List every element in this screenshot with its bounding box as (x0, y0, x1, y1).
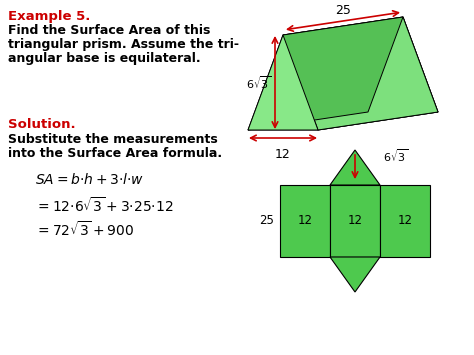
Text: $SA = b{\cdot}h + 3{\cdot}l{\cdot}w$: $SA = b{\cdot}h + 3{\cdot}l{\cdot}w$ (35, 172, 144, 187)
Polygon shape (248, 17, 403, 130)
Bar (330, 185, 380, 257)
Text: 25: 25 (335, 4, 351, 17)
Text: Example 5.: Example 5. (8, 10, 91, 23)
Polygon shape (248, 35, 318, 130)
Bar (280, 185, 330, 257)
Bar (380, 185, 430, 257)
Text: Solution.: Solution. (8, 118, 76, 131)
Text: 12: 12 (298, 214, 312, 228)
Text: Substitute the measurements: Substitute the measurements (8, 133, 218, 146)
Text: angular base is equilateral.: angular base is equilateral. (8, 52, 201, 65)
Text: 25: 25 (259, 214, 274, 228)
Text: 12: 12 (347, 214, 363, 228)
Text: $6\sqrt{3}$: $6\sqrt{3}$ (383, 147, 408, 164)
Polygon shape (283, 17, 438, 130)
Text: 12: 12 (275, 148, 291, 161)
Polygon shape (368, 17, 438, 112)
Text: triangular prism. Assume the tri-: triangular prism. Assume the tri- (8, 38, 239, 51)
Polygon shape (330, 257, 380, 292)
Text: $= 12{\cdot}6\sqrt{3} + 3{\cdot}25{\cdot}12$: $= 12{\cdot}6\sqrt{3} + 3{\cdot}25{\cdot… (35, 196, 173, 215)
Text: into the Surface Area formula.: into the Surface Area formula. (8, 147, 222, 160)
Text: Find the Surface Area of this: Find the Surface Area of this (8, 24, 210, 37)
Text: $= 72\sqrt{3} + 900$: $= 72\sqrt{3} + 900$ (35, 220, 134, 239)
Polygon shape (248, 112, 438, 130)
Text: 12: 12 (398, 214, 412, 228)
Polygon shape (283, 17, 438, 130)
Text: $6\sqrt{3}$: $6\sqrt{3}$ (246, 74, 271, 91)
Polygon shape (330, 150, 380, 185)
